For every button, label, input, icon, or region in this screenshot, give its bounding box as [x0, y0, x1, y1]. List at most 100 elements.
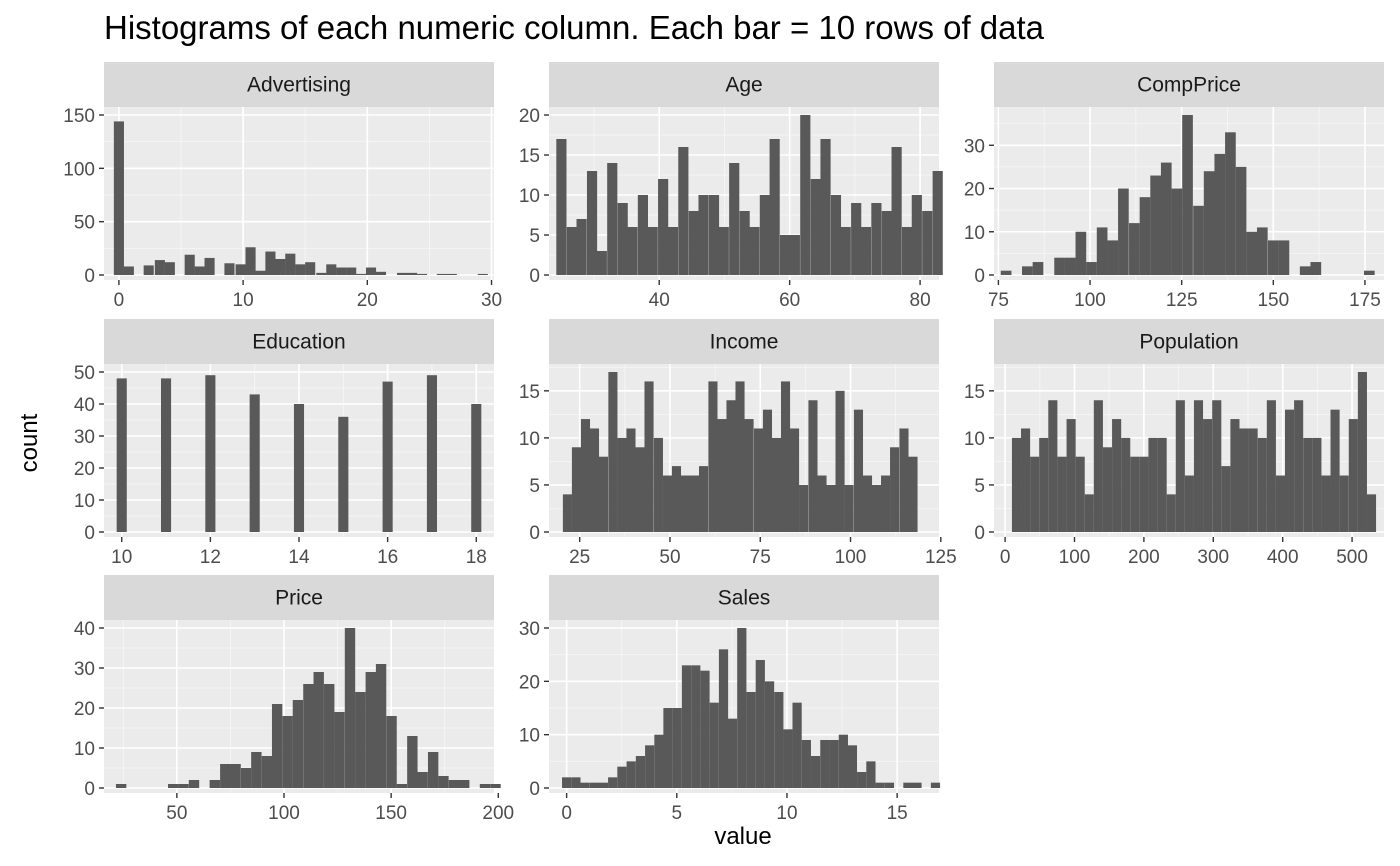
- histogram-bar: [303, 684, 314, 788]
- histogram-bar: [1221, 466, 1231, 532]
- panel-background: [104, 107, 494, 280]
- histogram-bar: [448, 780, 460, 788]
- y-tick-label: 40: [74, 619, 95, 640]
- histogram-bar: [1321, 475, 1331, 532]
- histogram-bar: [589, 428, 600, 532]
- histogram-bar: [295, 264, 306, 275]
- x-tick-label: 400: [1267, 547, 1299, 568]
- x-tick-label: 10: [233, 290, 254, 311]
- histogram-bar: [780, 235, 791, 275]
- x-tick-label: 100: [268, 803, 300, 824]
- histogram-bar: [427, 752, 439, 788]
- x-tick-label: 125: [925, 547, 957, 568]
- histogram-bar: [658, 179, 669, 275]
- facet-strip-label: Income: [710, 331, 779, 354]
- histogram-bar: [375, 271, 387, 275]
- histogram-bar: [811, 756, 821, 788]
- histogram-bar: [1054, 257, 1065, 275]
- histogram-bar: [681, 665, 692, 788]
- histogram-bar: [1086, 262, 1097, 275]
- histogram-bar: [800, 115, 811, 275]
- x-tick-label: 200: [482, 803, 514, 824]
- histogram-bar: [1084, 494, 1094, 532]
- histogram-bar: [154, 260, 165, 275]
- histogram-bar: [1193, 205, 1204, 275]
- histogram-bar: [1225, 132, 1236, 275]
- histogram-bar: [1160, 162, 1172, 275]
- histogram-bar: [1235, 166, 1247, 275]
- facet-advertising: Advertising 0 50 100 150 0 10 20 30: [63, 62, 502, 311]
- histogram-bar: [764, 681, 775, 788]
- x-tick-label: 30: [481, 290, 502, 311]
- y-tick-label: 15: [964, 382, 985, 403]
- histogram-bar: [334, 712, 345, 788]
- histogram-bar: [860, 227, 872, 275]
- histogram-bar: [671, 466, 682, 532]
- histogram-bar: [635, 447, 645, 532]
- histogram-bar: [184, 254, 195, 275]
- histogram-bar: [680, 475, 691, 532]
- x-tick-label: 100: [1074, 290, 1106, 311]
- y-tick-label: 20: [519, 106, 540, 127]
- y-tick-label: 0: [529, 266, 540, 287]
- y-tick-label: 0: [84, 523, 95, 544]
- x-tick-label: 0: [114, 290, 125, 311]
- histogram-bar: [1275, 475, 1286, 532]
- histogram-bar: [647, 227, 658, 275]
- histogram-bar: [1148, 437, 1158, 532]
- histogram-bar: [1066, 419, 1076, 532]
- x-tick-label: 5: [672, 803, 683, 824]
- y-tick-label: 150: [63, 106, 95, 127]
- x-tick-label: 50: [659, 547, 680, 568]
- histogram-bar: [1032, 262, 1044, 275]
- histogram-bar: [571, 447, 581, 532]
- facet-strip-label: Price: [275, 587, 323, 610]
- x-tick-label: 20: [357, 290, 378, 311]
- histogram-bar: [881, 475, 891, 532]
- histogram-bar: [1011, 437, 1022, 532]
- histogram-bar: [562, 494, 572, 532]
- histogram-bar: [911, 195, 922, 275]
- facet-strip: [994, 62, 1384, 107]
- histogram-bar: [890, 447, 900, 532]
- y-tick-label: 10: [519, 186, 540, 207]
- x-tick-label: 14: [288, 547, 310, 568]
- histogram-bar: [556, 139, 567, 275]
- histogram-bar: [1214, 153, 1226, 275]
- facet-strip-label: Advertising: [247, 74, 351, 97]
- y-tick-label: 20: [964, 180, 985, 201]
- histogram-bar: [709, 702, 719, 788]
- histogram-bar: [930, 782, 941, 788]
- histogram-bar: [698, 195, 709, 275]
- x-tick-label: 10: [111, 547, 132, 568]
- histogram-bar: [245, 247, 256, 275]
- histogram-bar: [1267, 240, 1279, 275]
- histogram-bar: [596, 251, 607, 275]
- histogram-bar: [1048, 400, 1058, 532]
- histogram-bar: [808, 400, 818, 532]
- facet-price: Price 0 10 20 30 40 50 100 150 200: [74, 575, 514, 824]
- histogram-bar: [1257, 437, 1267, 532]
- histogram-bar: [224, 263, 235, 275]
- histogram-bar: [1022, 266, 1033, 275]
- histogram-bar: [275, 259, 286, 275]
- histogram-bar: [356, 273, 367, 275]
- histogram-bar: [1171, 188, 1183, 275]
- histogram-bar: [853, 409, 864, 532]
- histogram-bar: [891, 147, 902, 275]
- x-tick-label: 0: [561, 803, 572, 824]
- histogram-bar: [1230, 419, 1240, 532]
- x-tick-label: 16: [377, 547, 398, 568]
- histogram-bar: [737, 628, 747, 788]
- histogram-bar: [901, 227, 913, 275]
- y-tick-label: 5: [529, 226, 540, 247]
- histogram-bar: [235, 264, 246, 275]
- histogram-bar: [471, 404, 482, 532]
- histogram-bar: [735, 381, 745, 532]
- histogram-bar: [627, 227, 638, 275]
- histogram-bar: [826, 484, 836, 532]
- y-tick-label: 50: [74, 213, 95, 234]
- histogram-bar: [365, 672, 376, 788]
- x-axis-title: value: [714, 823, 771, 850]
